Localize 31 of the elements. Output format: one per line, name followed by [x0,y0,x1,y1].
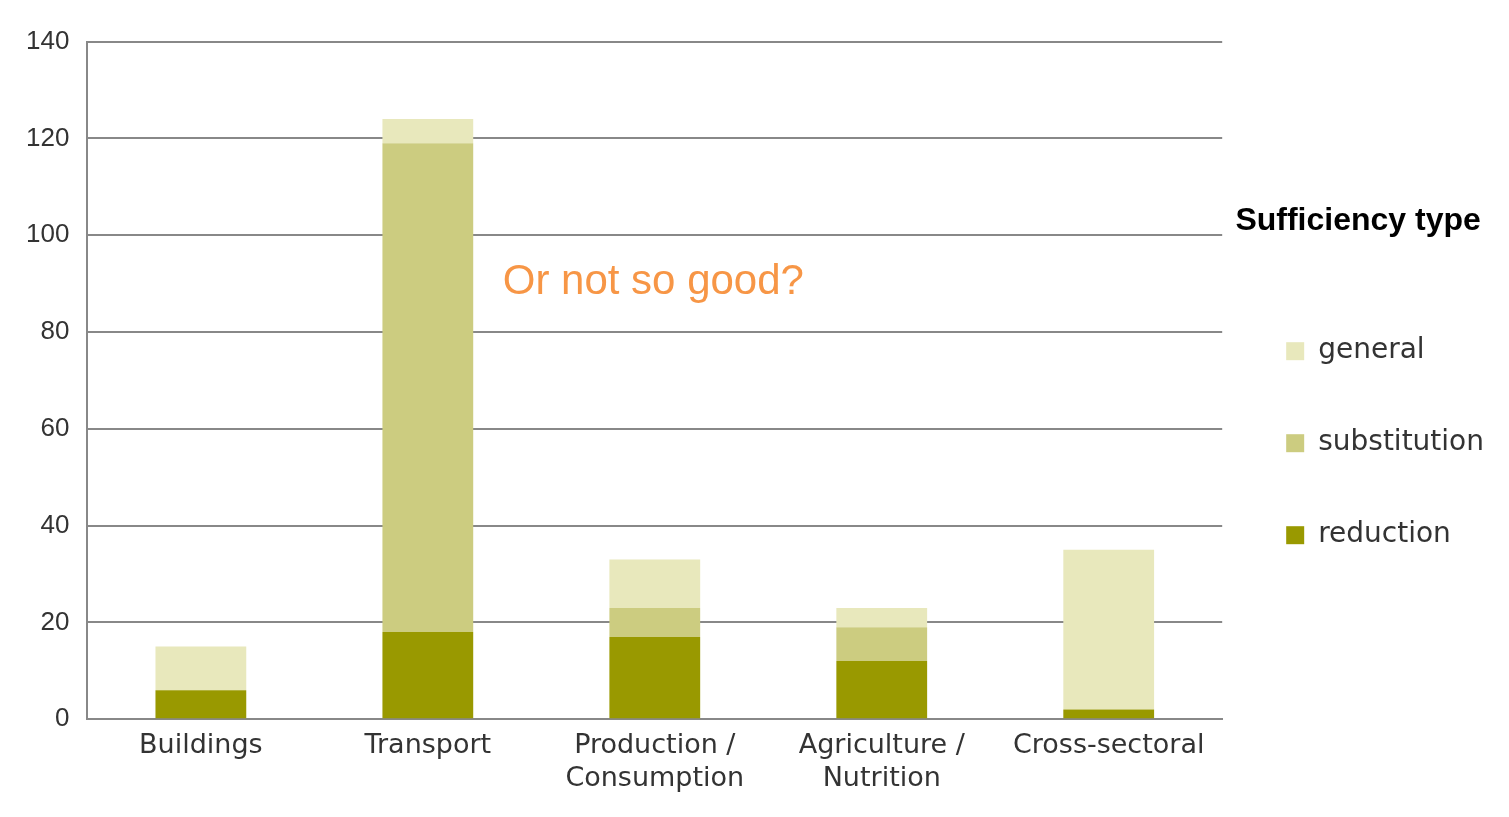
legend-label: general [1318,332,1425,366]
x-tick-label: Production / Consumption [565,728,745,792]
y-tick-label: 40 [40,508,70,539]
x-tick-label: Buildings [139,728,263,760]
bar [155,646,247,691]
legend-title: Sufficiency type [1235,200,1481,237]
bar [155,690,247,719]
bar [1063,709,1155,719]
y-tick-label: 120 [25,121,70,152]
bar [1063,549,1155,710]
bar [609,607,701,637]
bar [836,661,928,719]
y-tick-label: 80 [40,315,70,346]
y-tick-label: 100 [25,218,70,249]
y-tick-label: 140 [25,24,70,55]
x-tick-label: Transport [363,728,492,760]
x-tick-label: Agriculture / Nutrition [798,728,966,792]
bar [609,559,701,608]
y-tick-label: 0 [54,702,70,733]
legend-label: reduction [1318,516,1451,550]
bar [382,119,474,144]
annotation: Or not so good? [502,256,804,304]
bar [382,143,474,633]
bar [382,632,474,719]
legend-label: substitution [1318,424,1484,458]
y-tick-label: 60 [40,411,70,442]
bar [609,636,701,719]
bar [836,627,928,662]
y-tick-label: 20 [40,605,70,636]
bar [836,607,928,628]
x-tick-label: Cross-sectoral [1012,728,1205,760]
